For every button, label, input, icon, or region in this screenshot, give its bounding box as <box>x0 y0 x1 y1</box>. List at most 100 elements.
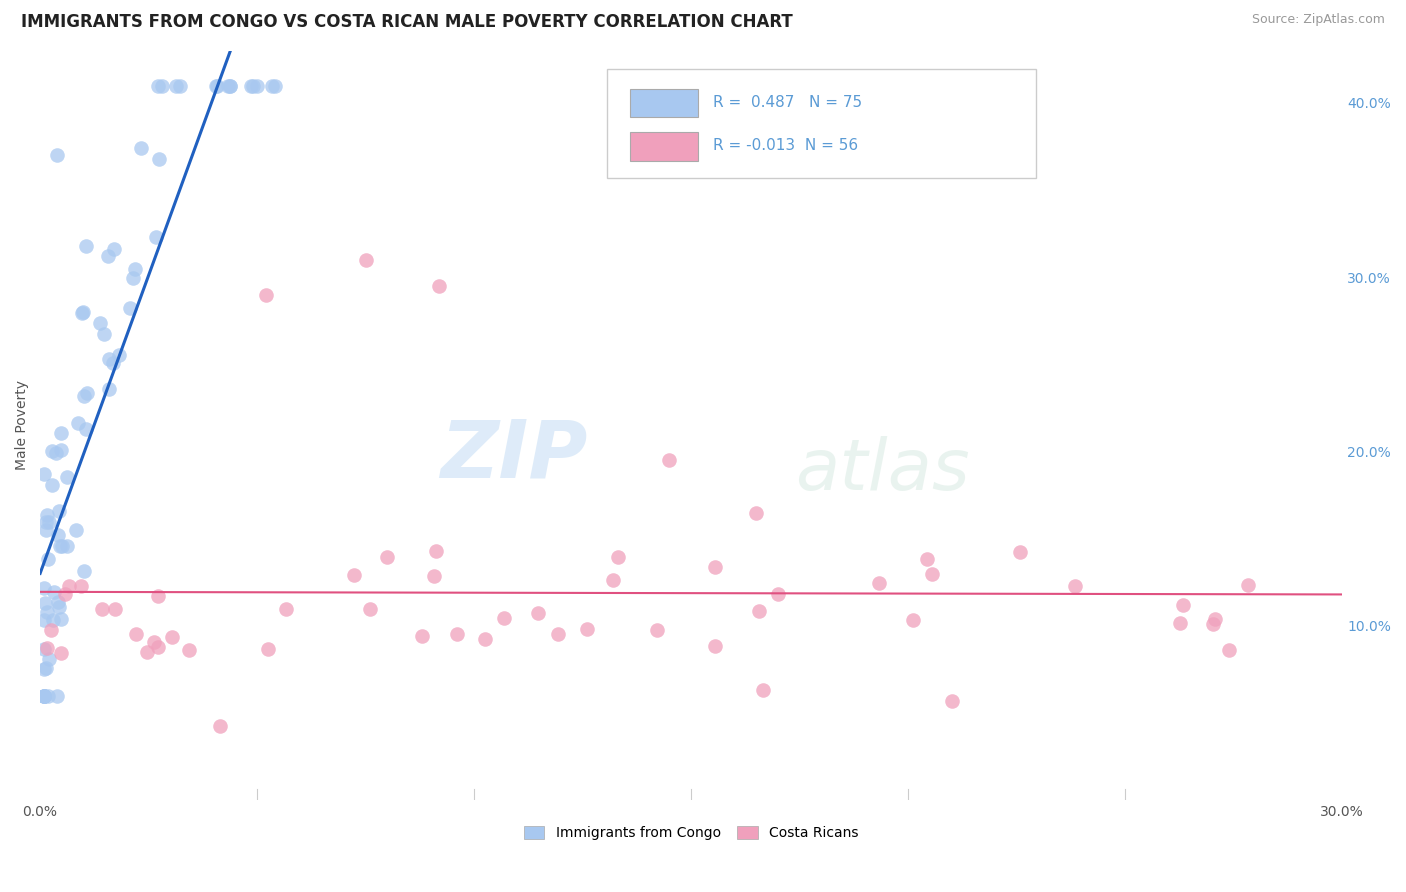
Point <box>34 689 56 703</box>
Point <box>260 78 283 93</box>
Point <box>1170 615 1192 630</box>
Point <box>941 694 963 708</box>
Y-axis label: Male Poverty: Male Poverty <box>15 380 30 470</box>
Point <box>217 78 239 93</box>
Point <box>218 78 240 93</box>
Point <box>42 585 65 599</box>
Point <box>146 590 169 604</box>
Point <box>75 239 97 253</box>
Point <box>354 252 377 267</box>
Point <box>38 651 60 665</box>
Text: ZIP: ZIP <box>440 417 588 494</box>
Point <box>108 348 131 362</box>
Point <box>205 78 228 93</box>
Point <box>703 560 725 574</box>
Point <box>69 579 91 593</box>
Point <box>129 141 152 155</box>
Point <box>53 587 76 601</box>
Point <box>67 417 90 431</box>
Point <box>34 689 56 703</box>
Text: Source: ZipAtlas.com: Source: ZipAtlas.com <box>1251 13 1385 27</box>
Point <box>547 627 569 641</box>
Point <box>375 549 398 564</box>
Point <box>37 689 59 703</box>
Text: IMMIGRANTS FROM CONGO VS COSTA RICAN MALE POVERTY CORRELATION CHART: IMMIGRANTS FROM CONGO VS COSTA RICAN MAL… <box>21 13 793 31</box>
Point <box>915 552 938 566</box>
Point <box>254 287 277 301</box>
Point <box>46 148 69 162</box>
Point <box>46 595 69 609</box>
Point <box>48 600 70 615</box>
Point <box>751 683 773 698</box>
Point <box>65 523 87 537</box>
Point <box>76 385 98 400</box>
Point <box>45 446 67 460</box>
Point <box>422 569 444 583</box>
Point <box>49 612 72 626</box>
Point <box>118 301 141 316</box>
Point <box>73 389 96 403</box>
Point <box>38 515 60 529</box>
Point <box>35 605 58 619</box>
Point <box>146 640 169 655</box>
Point <box>34 581 56 595</box>
Point <box>242 78 264 93</box>
Point <box>75 422 97 436</box>
Point <box>34 689 56 703</box>
Text: atlas: atlas <box>796 436 970 505</box>
Point <box>526 606 548 620</box>
Point <box>97 249 120 263</box>
Point <box>70 306 93 320</box>
Point <box>104 602 127 616</box>
Point <box>49 443 72 458</box>
Point <box>124 627 146 641</box>
Point <box>921 567 943 582</box>
Point <box>1010 544 1032 558</box>
Point <box>35 640 58 655</box>
Point <box>148 152 170 166</box>
Point <box>122 270 145 285</box>
Point <box>142 635 165 649</box>
Point <box>276 602 298 616</box>
Point <box>263 78 285 93</box>
Point <box>56 539 79 553</box>
Point <box>103 242 125 256</box>
Point <box>49 647 72 661</box>
Point <box>35 508 58 522</box>
Point <box>49 539 72 553</box>
Point <box>607 550 630 565</box>
Point <box>868 576 890 591</box>
Point <box>766 587 789 601</box>
Point <box>34 689 56 703</box>
Point <box>145 230 167 244</box>
Point <box>169 78 191 93</box>
Text: R = -0.013  N = 56: R = -0.013 N = 56 <box>713 138 859 153</box>
Point <box>34 596 56 610</box>
Point <box>1204 612 1226 626</box>
Point <box>219 78 242 93</box>
Point <box>34 613 56 627</box>
Point <box>1202 616 1225 631</box>
Point <box>46 689 69 703</box>
Point <box>136 645 159 659</box>
Point <box>1237 578 1260 592</box>
Point <box>35 523 58 537</box>
Point <box>903 613 925 627</box>
Point <box>446 626 468 640</box>
Point <box>34 689 56 703</box>
Point <box>658 453 681 467</box>
Point <box>411 629 433 643</box>
Point <box>72 305 94 319</box>
Point <box>48 504 70 518</box>
Point <box>55 470 77 484</box>
Point <box>46 527 69 541</box>
Point <box>37 552 59 566</box>
Point <box>39 624 62 638</box>
Point <box>41 444 63 458</box>
Point <box>474 632 496 647</box>
Point <box>1218 643 1240 657</box>
Point <box>35 661 58 675</box>
Point <box>58 579 80 593</box>
Point <box>146 78 169 93</box>
Point <box>343 568 366 582</box>
